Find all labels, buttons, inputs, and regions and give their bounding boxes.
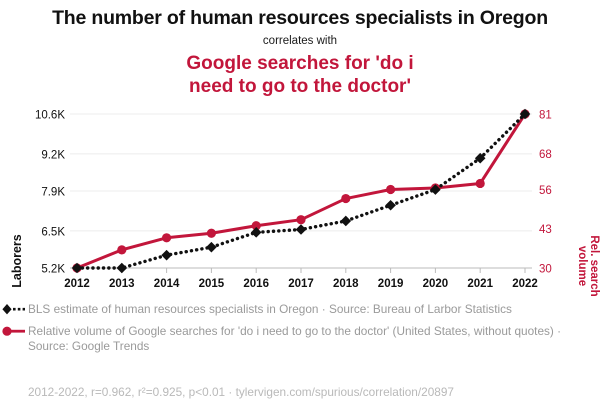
svg-text:2016: 2016 <box>243 278 269 290</box>
correlates-with-label: correlates with <box>262 35 338 47</box>
svg-text:2018: 2018 <box>333 278 359 290</box>
x-axis-ticks <box>76 268 526 273</box>
svg-text:9.2K: 9.2K <box>41 149 65 161</box>
svg-text:56: 56 <box>539 185 552 197</box>
svg-text:2022: 2022 <box>512 278 538 290</box>
red-circle-solid-line-icon <box>0 323 28 339</box>
x-axis-labels: 2012 2013 2014 2015 2016 2017 2018 2019 2020 2021… <box>64 278 538 290</box>
secondary-title-line1: Google searches for 'do i <box>186 53 414 74</box>
svg-text:2017: 2017 <box>288 278 314 290</box>
legend-item-laborers: BLS estimate of human resources speciali… <box>0 302 600 318</box>
svg-text:2020: 2020 <box>423 278 449 290</box>
svg-text:7.9K: 7.9K <box>41 187 65 199</box>
secondary-title-line2: need to go to the doctor' <box>189 76 411 97</box>
svg-text:43: 43 <box>539 224 552 236</box>
svg-text:30: 30 <box>539 264 552 276</box>
chart-footer-stats: 2012-2022, r=0.962, r²=0.925, p<0.01 · t… <box>28 385 454 399</box>
svg-text:2014: 2014 <box>154 278 180 290</box>
svg-text:2012: 2012 <box>64 278 90 290</box>
chart-legend: BLS estimate of human resources speciali… <box>0 302 600 361</box>
black-diamond-dotted-line-icon <box>0 302 28 317</box>
legend-label-search-volume: Relative volume of Google searches for '… <box>28 323 562 354</box>
svg-text:6.5K: 6.5K <box>41 226 65 238</box>
y-axis-right-ticklabels: 30 43 56 68 81 <box>539 110 552 276</box>
svg-text:2019: 2019 <box>378 278 404 290</box>
svg-text:10.6K: 10.6K <box>35 110 65 122</box>
svg-text:2015: 2015 <box>199 278 225 290</box>
svg-text:5.2K: 5.2K <box>41 264 65 276</box>
y-axis-right-title: Rel. search volume <box>576 235 600 297</box>
svg-text:2021: 2021 <box>467 278 493 290</box>
chart-header: The number of human resources specialist… <box>0 0 600 98</box>
svg-text:2013: 2013 <box>109 278 135 290</box>
svg-text:68: 68 <box>539 149 552 161</box>
secondary-title: Google searches for 'do i need to go to … <box>0 52 600 98</box>
legend-label-laborers: BLS estimate of human resources speciali… <box>28 302 512 316</box>
svg-text:81: 81 <box>539 110 552 122</box>
y-axis-left-ticklabels: 5.2K 6.5K 7.9K 9.2K 10.6K <box>35 110 65 276</box>
chart-area: 5.2K 6.5K 7.9K 9.2K 10.6K 30 43 56 68 81 2012 201… <box>0 104 600 300</box>
page-title: The number of human resources specialist… <box>52 7 548 29</box>
legend-item-search-volume: Relative volume of Google searches for '… <box>0 323 600 355</box>
gridlines <box>70 113 532 232</box>
y-axis-left-title: Laborers <box>10 234 24 288</box>
